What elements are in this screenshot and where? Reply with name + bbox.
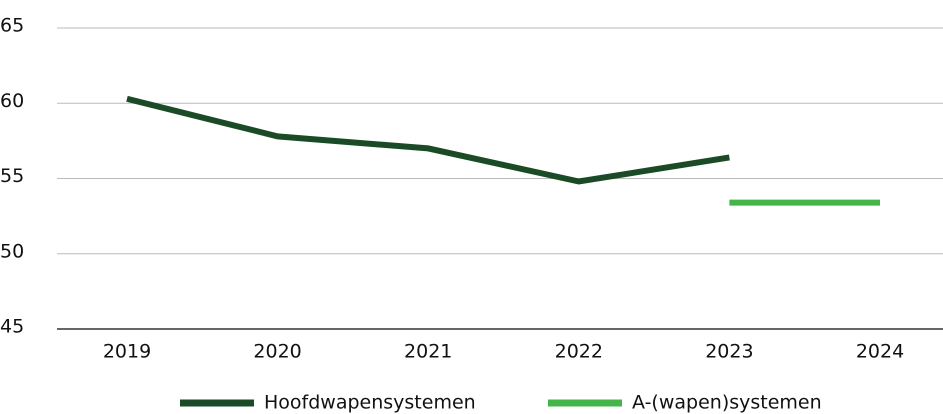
- x-tick-label: 2023: [705, 341, 753, 363]
- series-line: [126, 95, 730, 185]
- y-tick-label: 60: [0, 90, 24, 112]
- y-tick-label: 55: [0, 165, 24, 187]
- y-tick-label: 50: [0, 240, 24, 262]
- x-tick-label: 2022: [555, 341, 603, 363]
- x-tick-label: 2021: [404, 341, 452, 363]
- x-tick-label: 2024: [856, 341, 904, 363]
- y-tick-label: 65: [0, 15, 24, 37]
- y-tick-label: 45: [0, 316, 24, 338]
- x-tick-label: 2020: [253, 341, 301, 363]
- legend-label: Hoofdwapensystemen: [264, 392, 476, 414]
- x-tick-label: 2019: [103, 341, 151, 363]
- legend-label: A-(wapen)systemen: [632, 392, 822, 414]
